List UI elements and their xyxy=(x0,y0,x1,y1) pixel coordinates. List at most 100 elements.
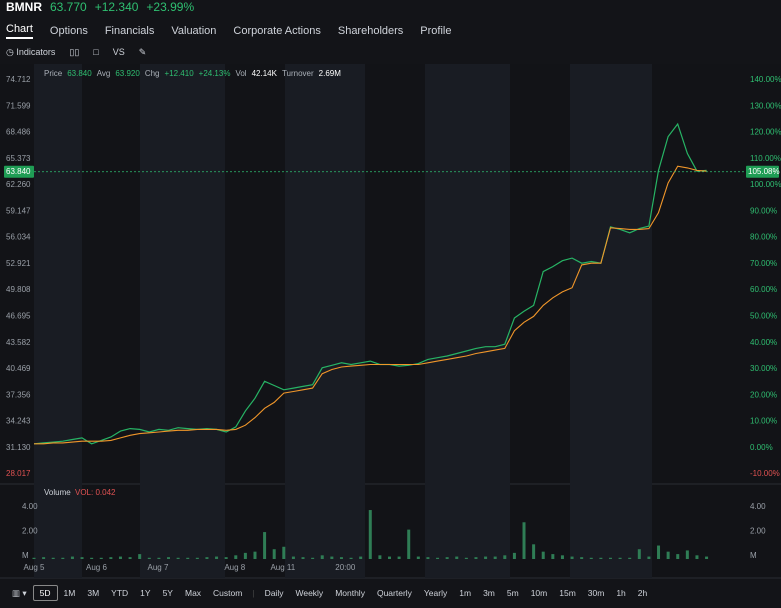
info-value: 42.14K xyxy=(251,69,277,78)
interval-button[interactable]: 2h xyxy=(637,588,648,598)
last-price-label: 63.840 xyxy=(6,167,31,176)
interval-button[interactable]: 1m xyxy=(459,588,472,598)
interval-button[interactable]: Weekly xyxy=(295,588,324,598)
y-tick-label: 62.260 xyxy=(6,180,31,189)
volume-bar xyxy=(474,557,478,559)
volume-bar xyxy=(253,551,257,559)
interval-button[interactable]: Daily xyxy=(264,588,284,598)
volume-bar xyxy=(388,556,391,559)
last-pct-label: 105.08% xyxy=(748,167,780,176)
compare-button[interactable]: VS xyxy=(112,47,125,57)
y-tick-label: 49.808 xyxy=(6,285,31,294)
layout-icon[interactable]: ▥ ▾ xyxy=(12,587,27,598)
volume-bar xyxy=(282,546,286,559)
interval-button[interactable]: Monthly xyxy=(335,588,365,598)
volume-bar xyxy=(657,545,661,559)
x-tick-label: Aug 11 xyxy=(270,563,295,572)
indicators-button[interactable]: ◷ Indicators xyxy=(6,46,56,57)
volume-bar xyxy=(416,556,420,559)
volume-bar xyxy=(628,557,632,559)
tab[interactable]: Financials xyxy=(104,25,155,37)
volume-bar xyxy=(291,556,295,559)
volume-bar xyxy=(551,554,555,559)
session-band xyxy=(570,64,652,484)
y2-tick-label: 70.00% xyxy=(750,259,777,268)
candle-icon[interactable]: ▯▯ xyxy=(69,46,80,57)
volume-bar xyxy=(99,557,103,559)
y-tick-label: 56.034 xyxy=(6,233,31,242)
period-button[interactable]: 5D xyxy=(32,585,58,601)
volume-bar xyxy=(263,532,267,559)
volume-bar xyxy=(80,557,84,559)
info-label: Price xyxy=(44,69,63,78)
period-button[interactable]: 5Y xyxy=(162,588,173,598)
period-button[interactable]: Max xyxy=(184,588,202,598)
volume-bar xyxy=(378,555,382,559)
volume-bar xyxy=(695,555,699,559)
y2-tick-label: 4.00 xyxy=(750,502,766,511)
volume-bar xyxy=(349,557,353,559)
interval-button[interactable]: 15m xyxy=(559,588,576,598)
volume-bar xyxy=(147,557,151,559)
tab[interactable]: Shareholders xyxy=(337,25,404,37)
tab[interactable]: Profile xyxy=(420,25,452,37)
interval-button[interactable]: Yearly xyxy=(423,588,448,598)
x-tick-label: Aug 5 xyxy=(24,563,45,572)
x-tick-label: Aug 7 xyxy=(147,563,168,572)
volume-bar xyxy=(647,556,651,559)
volume-bar xyxy=(522,522,526,559)
interval-button[interactable]: 3m xyxy=(483,588,495,598)
y2-tick-label: 80.00% xyxy=(750,233,777,242)
draw-icon[interactable]: ✎ xyxy=(138,46,147,57)
tab[interactable]: Corporate Actions xyxy=(233,25,321,37)
period-bar: ▥ ▾ 5D 1M 3M YTD 1Y 5Y Max Custom | Daily Weekly Mon… xyxy=(6,585,653,601)
volume-bar xyxy=(128,557,132,559)
price-line xyxy=(34,165,707,445)
interval-button[interactable]: 30m xyxy=(587,588,605,598)
y-tick-label: 59.147 xyxy=(6,206,31,215)
period-button[interactable]: Custom xyxy=(213,588,243,598)
y-tick-label: 40.469 xyxy=(6,364,31,373)
volume-bar xyxy=(320,555,324,559)
period-button[interactable]: 3M xyxy=(87,588,100,598)
tab[interactable]: Valuation xyxy=(171,25,217,37)
info-value: +24.13% xyxy=(198,69,231,78)
volume-bar xyxy=(176,557,180,559)
volume-bar xyxy=(368,510,372,559)
y2-tick-label: 100.00% xyxy=(750,180,781,189)
volume-bar xyxy=(685,550,689,559)
interval-button[interactable]: Quarterly xyxy=(376,588,412,598)
x-tick-label: 20:00 xyxy=(335,563,356,572)
period-button[interactable]: 1M xyxy=(63,588,76,598)
interval-button[interactable]: 10m xyxy=(530,588,548,598)
y2-tick-label: 30.00% xyxy=(750,364,777,373)
y-tick-label: 46.695 xyxy=(6,312,31,321)
interval-button[interactable]: 1h xyxy=(616,588,626,598)
volume-bar xyxy=(512,552,516,559)
volume-bar xyxy=(157,557,161,559)
y-tick-label: 74.712 xyxy=(6,75,31,84)
y-tick-label: 65.373 xyxy=(6,154,31,163)
x-tick-label: Aug 8 xyxy=(224,563,245,572)
volume-bar xyxy=(503,555,507,559)
volume-bar xyxy=(359,556,363,559)
volume-bar xyxy=(426,557,430,559)
session-band xyxy=(570,484,652,578)
period-button[interactable]: 1Y xyxy=(140,588,151,598)
session-band xyxy=(34,484,82,578)
interval-button[interactable]: 5m xyxy=(506,588,519,598)
period-button[interactable]: YTD xyxy=(111,588,129,598)
tab[interactable]: Options xyxy=(49,25,88,37)
volume-bar xyxy=(589,557,593,559)
y2-tick-label: 110.00% xyxy=(750,154,781,163)
volume-bar xyxy=(666,551,670,559)
y2-tick-label: 40.00% xyxy=(750,338,777,347)
indicators-label: Indicators xyxy=(16,46,56,57)
square-icon[interactable]: □ xyxy=(93,47,99,57)
info-label: Turnover xyxy=(281,69,314,78)
tab[interactable]: Chart xyxy=(6,23,33,39)
volume-bar xyxy=(580,557,584,559)
y2-tick-label: 120.00% xyxy=(750,128,781,137)
volume-bar xyxy=(138,554,142,559)
